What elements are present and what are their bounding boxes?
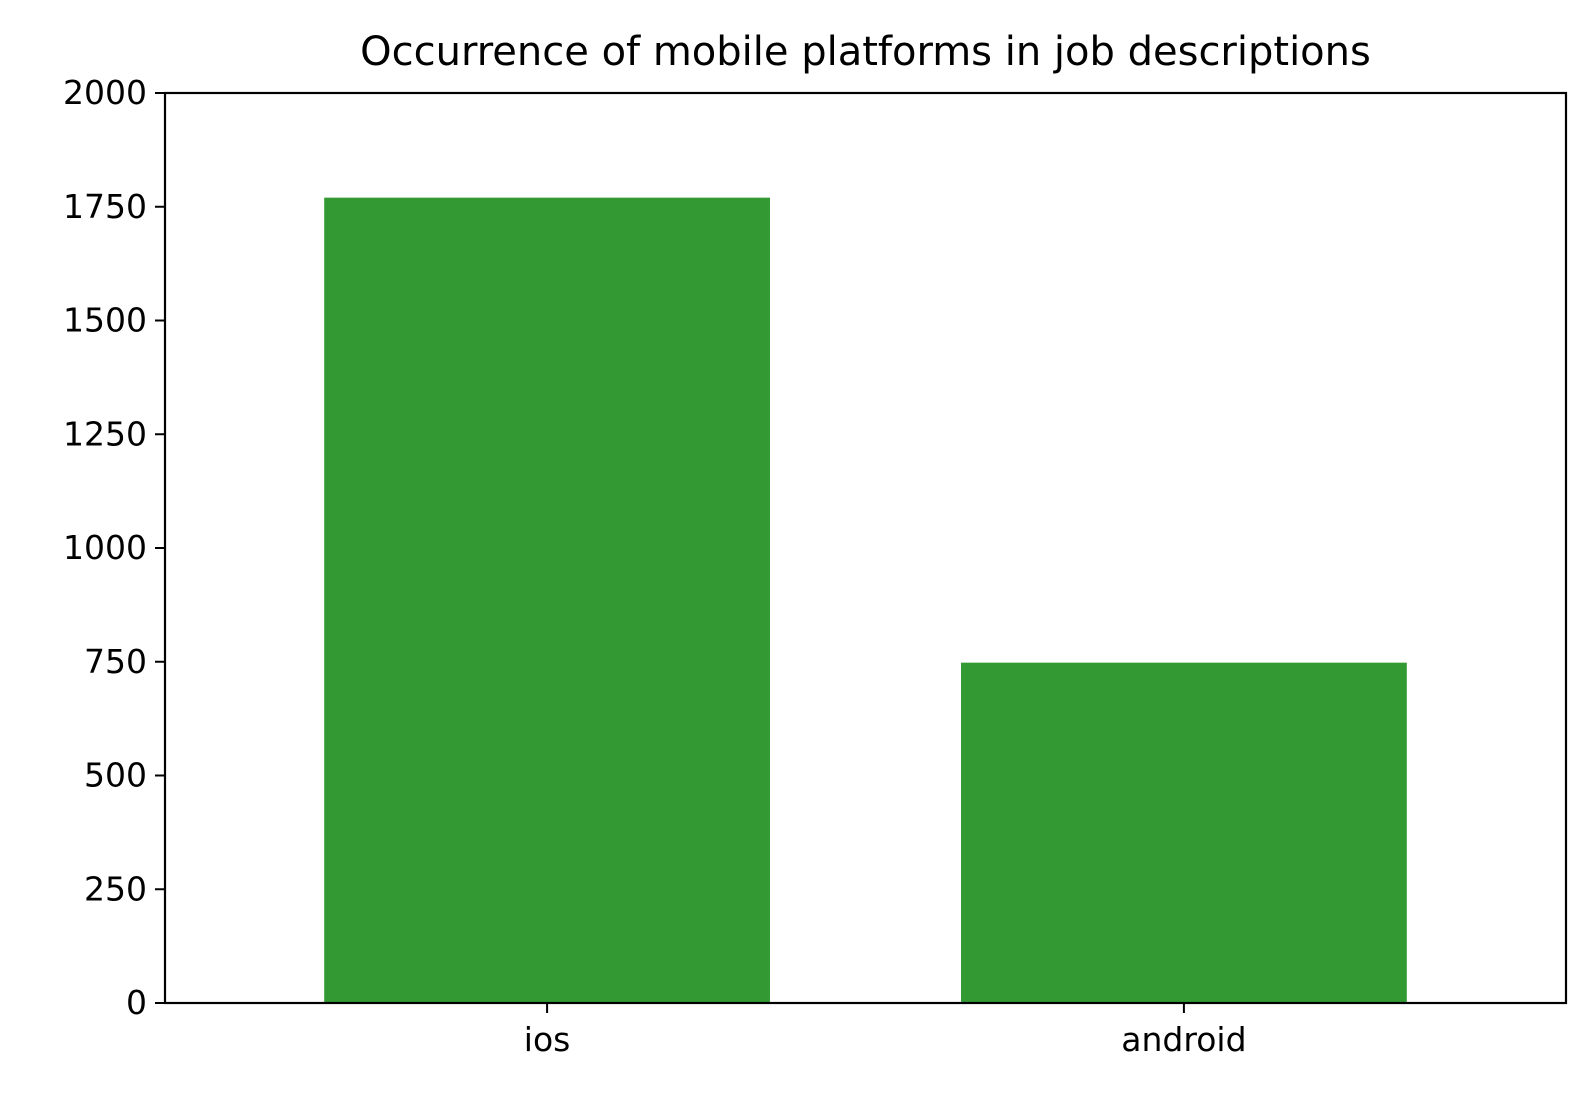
y-tick-label: 1750 bbox=[63, 187, 147, 226]
x-axis: ios android bbox=[524, 1003, 1247, 1059]
y-tick-label: 1250 bbox=[63, 414, 147, 453]
y-axis: 0 250 500 750 1000 1250 1500 1750 2000 bbox=[63, 73, 165, 1022]
y-tick-label: 0 bbox=[126, 983, 147, 1022]
y-tick-label: 500 bbox=[84, 756, 147, 795]
bar-android bbox=[961, 662, 1407, 1003]
y-tick-label: 1500 bbox=[63, 301, 147, 340]
bar-ios bbox=[324, 197, 770, 1003]
x-tick-label-android: android bbox=[1121, 1020, 1246, 1059]
plot-frame bbox=[163, 91, 1568, 1005]
x-tick-label-ios: ios bbox=[524, 1020, 571, 1059]
bars-layer bbox=[324, 197, 1407, 1003]
y-tick-label: 750 bbox=[84, 642, 147, 681]
y-tick-label: 2000 bbox=[63, 73, 147, 112]
chart-title: Occurrence of mobile platforms in job de… bbox=[360, 29, 1371, 75]
y-tick-label: 1000 bbox=[63, 528, 147, 567]
y-tick-label: 250 bbox=[84, 869, 147, 908]
